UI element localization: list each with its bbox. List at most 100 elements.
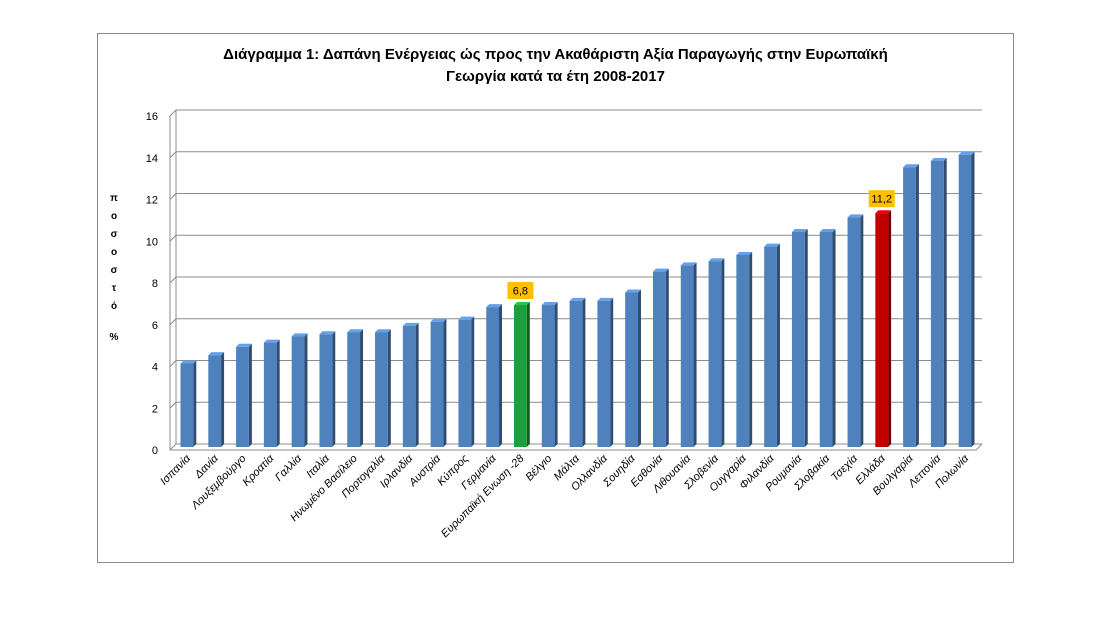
bar-top [847, 214, 864, 218]
y-tick-label: 6 [152, 320, 158, 332]
bar-side [721, 258, 725, 447]
y-tick-label: 14 [146, 153, 158, 165]
bar-side [360, 329, 364, 447]
data-label: 6,8 [513, 286, 528, 298]
y-tick-label: 12 [146, 195, 158, 207]
bar-top [236, 343, 252, 347]
bar [903, 167, 916, 447]
bar [180, 363, 194, 447]
bar [791, 231, 805, 447]
bar [347, 332, 361, 447]
gridline-side [169, 401, 177, 409]
bar [625, 292, 638, 447]
bar-top [541, 302, 558, 306]
bar-side [248, 343, 252, 447]
bar-top [319, 331, 336, 335]
data-label: 11,2 [871, 194, 892, 206]
bar-side [637, 289, 641, 447]
bar-top [402, 322, 419, 326]
y-tick-label: 2 [152, 403, 158, 415]
bar-top [652, 268, 669, 272]
bar [541, 305, 555, 447]
bar-top [680, 262, 697, 266]
bar-side [554, 302, 558, 447]
bar-top [486, 304, 503, 308]
bar-side [971, 151, 975, 447]
gridline-side [169, 109, 177, 117]
bar-top [791, 228, 808, 232]
bar [930, 161, 944, 447]
y-axis-label-text: ποσοστό [110, 193, 118, 312]
x-tick-label: Κροατία [240, 452, 276, 488]
bar-side [526, 302, 530, 447]
bar-top [458, 316, 475, 320]
bar-side [749, 251, 753, 447]
bar [430, 321, 444, 447]
bar-top [430, 318, 447, 322]
bar-side [915, 164, 919, 447]
bar-side [387, 329, 391, 447]
bar-top [569, 297, 586, 301]
gridline-side [169, 234, 177, 242]
bar [652, 271, 666, 447]
bar [597, 300, 611, 447]
bar-top [625, 289, 641, 293]
bar-side [221, 352, 225, 447]
chart-title-line-2: Γεωργία κατά τα έτη 2008-2017 [446, 68, 665, 85]
bar [680, 265, 694, 447]
gridline-side [169, 151, 177, 159]
bar-side [804, 228, 808, 447]
bar [958, 154, 972, 447]
bar-top [208, 352, 225, 356]
x-tick-label: Γαλλία [273, 452, 305, 484]
bar-top [514, 302, 530, 306]
gridline-side [169, 318, 177, 326]
bar-side [304, 333, 308, 447]
bar [458, 319, 472, 447]
bar [236, 346, 249, 447]
bar-top [875, 210, 892, 214]
y-tick-label: 16 [146, 111, 158, 123]
bar-side [582, 297, 586, 447]
data-label-box [868, 190, 895, 208]
bar-top [375, 329, 391, 333]
bar-side [943, 158, 947, 447]
bar-side [610, 297, 614, 447]
bar-side [276, 339, 280, 447]
chart-title-line-1: Διάγραμμα 1: Δαπάνη Ενέργειας ώς προς τη… [223, 46, 888, 63]
gridline-side [169, 443, 177, 451]
bar-top [263, 339, 280, 343]
bar-top [180, 360, 197, 364]
bar-side [888, 210, 892, 447]
bar [402, 325, 416, 447]
chart-title: Διάγραμμα 1: Δαπάνη Ενέργειας ώς προς τη… [97, 44, 1014, 88]
bar-top [764, 243, 780, 247]
bar-side [332, 331, 336, 447]
bar [208, 355, 222, 447]
bar [875, 213, 889, 447]
data-label-box [507, 282, 534, 300]
bar-side [860, 214, 864, 447]
bar-top [597, 297, 614, 301]
bar [764, 246, 777, 447]
bar-top [347, 329, 364, 333]
bar [736, 254, 750, 447]
bar-top [958, 151, 975, 155]
bar [263, 342, 277, 447]
y-axis-label: ποσοστό % [103, 190, 125, 343]
y-tick-label: 10 [146, 236, 158, 248]
bar [375, 332, 388, 447]
bar [847, 217, 861, 447]
y-tick-label: 8 [152, 278, 158, 290]
gridline-side [169, 193, 177, 200]
bar-top [903, 164, 919, 168]
bar [514, 305, 527, 447]
bar-side [193, 360, 197, 447]
bar-top [708, 258, 725, 262]
bar [319, 334, 333, 447]
gridline-side [169, 360, 177, 367]
bar [291, 336, 305, 447]
y-tick-label: 4 [152, 362, 158, 374]
bar-top [930, 158, 947, 162]
x-tick-label: Ισπανία [158, 452, 193, 487]
